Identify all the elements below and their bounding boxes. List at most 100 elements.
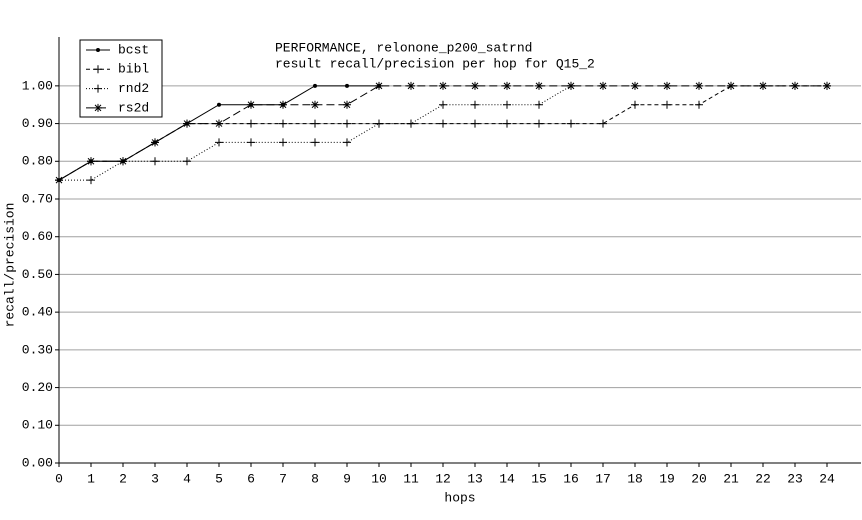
marker-plus bbox=[439, 119, 447, 128]
marker-cross bbox=[247, 101, 255, 109]
marker bbox=[503, 81, 511, 90]
marker-dot bbox=[217, 102, 221, 107]
marker bbox=[535, 100, 543, 109]
marker-plus bbox=[375, 119, 383, 128]
marker bbox=[599, 119, 607, 128]
marker bbox=[343, 119, 351, 128]
marker-plus bbox=[503, 100, 511, 109]
marker bbox=[695, 100, 703, 109]
marker bbox=[695, 81, 703, 90]
y-tick-label: 0.60 bbox=[22, 229, 53, 244]
marker-plus bbox=[471, 119, 479, 128]
x-tick-label: 6 bbox=[247, 471, 255, 486]
marker bbox=[311, 100, 319, 109]
marker-plus bbox=[535, 119, 543, 128]
marker-dot bbox=[96, 48, 100, 52]
marker bbox=[151, 138, 159, 147]
marker-plus bbox=[343, 119, 351, 128]
marker bbox=[151, 157, 159, 166]
marker-plus bbox=[535, 100, 543, 109]
x-tick-label: 8 bbox=[311, 471, 319, 486]
marker bbox=[87, 157, 95, 166]
x-tick-label: 1 bbox=[87, 471, 95, 486]
marker-cross bbox=[55, 176, 63, 184]
x-tick-label: 23 bbox=[787, 471, 803, 486]
marker-cross bbox=[759, 82, 767, 90]
x-tick-label: 21 bbox=[723, 471, 739, 486]
marker bbox=[471, 119, 479, 128]
x-tick-label: 14 bbox=[499, 471, 515, 486]
marker bbox=[279, 100, 287, 109]
marker bbox=[439, 81, 447, 90]
x-tick-label: 22 bbox=[755, 471, 771, 486]
marker bbox=[375, 81, 383, 90]
x-tick-label: 2 bbox=[119, 471, 127, 486]
marker-cross bbox=[343, 101, 351, 109]
marker-cross bbox=[311, 101, 319, 109]
marker-cross bbox=[503, 82, 511, 90]
marker-plus bbox=[439, 100, 447, 109]
marker-plus bbox=[311, 119, 319, 128]
marker bbox=[343, 100, 351, 109]
marker-plus bbox=[471, 100, 479, 109]
marker-plus bbox=[279, 138, 287, 147]
marker-plus bbox=[567, 119, 575, 128]
x-tick-label: 12 bbox=[435, 471, 451, 486]
marker bbox=[311, 138, 319, 147]
x-tick-label: 19 bbox=[659, 471, 675, 486]
marker bbox=[535, 119, 543, 128]
marker-plus bbox=[311, 138, 319, 147]
marker bbox=[599, 81, 607, 90]
marker bbox=[87, 176, 95, 185]
marker bbox=[247, 100, 255, 109]
marker bbox=[279, 119, 287, 128]
marker-cross bbox=[215, 120, 223, 127]
marker-cross bbox=[183, 120, 191, 127]
marker bbox=[345, 83, 349, 88]
marker bbox=[311, 119, 319, 128]
marker bbox=[503, 100, 511, 109]
x-tick-label: 11 bbox=[403, 471, 419, 486]
marker bbox=[96, 48, 100, 52]
marker-plus bbox=[599, 119, 607, 128]
y-tick-label: 0.40 bbox=[22, 305, 53, 320]
marker bbox=[55, 176, 63, 185]
marker bbox=[535, 81, 543, 90]
marker-dot bbox=[313, 83, 317, 88]
marker-cross bbox=[151, 139, 159, 146]
y-axis-label: recall/precision bbox=[2, 203, 17, 328]
marker-cross bbox=[567, 82, 575, 90]
x-tick-label: 17 bbox=[595, 471, 611, 486]
marker-cross bbox=[631, 82, 639, 90]
x-tick-label: 0 bbox=[55, 471, 63, 486]
legend-label: rnd2 bbox=[118, 81, 149, 96]
x-tick-label: 3 bbox=[151, 471, 159, 486]
marker bbox=[215, 138, 223, 147]
marker bbox=[407, 119, 415, 128]
chart-title: PERFORMANCE, relonone_p200_satrnd bbox=[275, 40, 532, 55]
marker-cross bbox=[279, 101, 287, 109]
x-tick-label: 16 bbox=[563, 471, 579, 486]
marker bbox=[663, 100, 671, 109]
marker-plus bbox=[407, 119, 415, 128]
y-tick-label: 0.70 bbox=[22, 191, 53, 206]
marker-cross bbox=[439, 82, 447, 90]
marker bbox=[631, 81, 639, 90]
marker-plus bbox=[247, 138, 255, 147]
marker bbox=[247, 138, 255, 147]
x-axis-label: hops bbox=[444, 490, 475, 505]
marker-cross bbox=[375, 82, 383, 90]
marker bbox=[279, 138, 287, 147]
marker-cross bbox=[94, 104, 102, 112]
marker-cross bbox=[87, 157, 95, 165]
marker bbox=[183, 119, 191, 128]
marker bbox=[823, 81, 831, 90]
y-tick-label: 0.80 bbox=[22, 154, 53, 169]
marker-plus bbox=[695, 100, 703, 109]
marker-plus bbox=[663, 100, 671, 109]
marker bbox=[247, 119, 255, 128]
marker-plus bbox=[87, 176, 95, 185]
marker bbox=[375, 119, 383, 128]
marker bbox=[631, 100, 639, 109]
